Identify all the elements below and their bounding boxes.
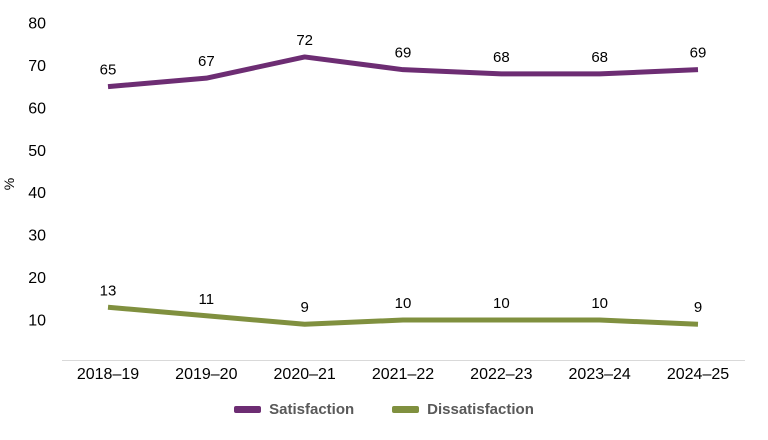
x-axis-category-label: 2018–19 <box>77 366 139 383</box>
data-label: 10 <box>493 295 510 312</box>
x-axis-category-label: 2020–21 <box>274 366 336 383</box>
data-label: 69 <box>690 45 707 62</box>
y-axis-tick-label: 60 <box>28 100 46 117</box>
y-axis-tick-label: 20 <box>28 270 46 287</box>
y-axis-tick-label: 80 <box>28 16 46 33</box>
x-axis-category-label: 2021–22 <box>372 366 434 383</box>
data-label: 68 <box>493 49 510 66</box>
chart-legend: Satisfaction Dissatisfaction <box>0 402 768 417</box>
satisfaction-swatch-icon <box>234 406 262 413</box>
y-axis-tick-label: 70 <box>28 58 46 75</box>
data-label: 69 <box>395 45 412 62</box>
data-label: 13 <box>100 282 117 299</box>
x-axis-category-label: 2023–24 <box>569 366 631 383</box>
series-line-satisfaction <box>107 54 699 90</box>
legend-label-dissatisfaction: Dissatisfaction <box>427 401 534 418</box>
data-label: 11 <box>199 291 215 308</box>
data-label: 65 <box>100 62 117 79</box>
data-label: 10 <box>395 295 412 312</box>
data-label: 72 <box>296 32 313 49</box>
y-axis-tick-label: 10 <box>28 313 46 330</box>
legend-item-dissatisfaction: Dissatisfaction <box>392 402 534 417</box>
x-axis-category-label: 2019–20 <box>175 366 237 383</box>
y-axis-tick-label: 50 <box>28 143 46 160</box>
legend-item-satisfaction: Satisfaction <box>234 402 354 417</box>
y-axis-tick-label: 30 <box>28 228 46 245</box>
data-label: 68 <box>591 49 608 66</box>
x-axis-category-label: 2024–25 <box>667 366 729 383</box>
x-axis-category-label: 2022–23 <box>470 366 532 383</box>
legend-label-satisfaction: Satisfaction <box>269 401 355 418</box>
y-axis-title: % <box>1 178 17 190</box>
data-label: 10 <box>591 295 608 312</box>
y-axis-tick-label: 40 <box>28 185 46 202</box>
series-line-dissatisfaction <box>107 304 699 327</box>
data-label: 9 <box>694 299 702 316</box>
data-label: 9 <box>300 299 308 316</box>
data-label: 67 <box>198 53 215 70</box>
dissatisfaction-swatch-icon <box>392 406 420 413</box>
